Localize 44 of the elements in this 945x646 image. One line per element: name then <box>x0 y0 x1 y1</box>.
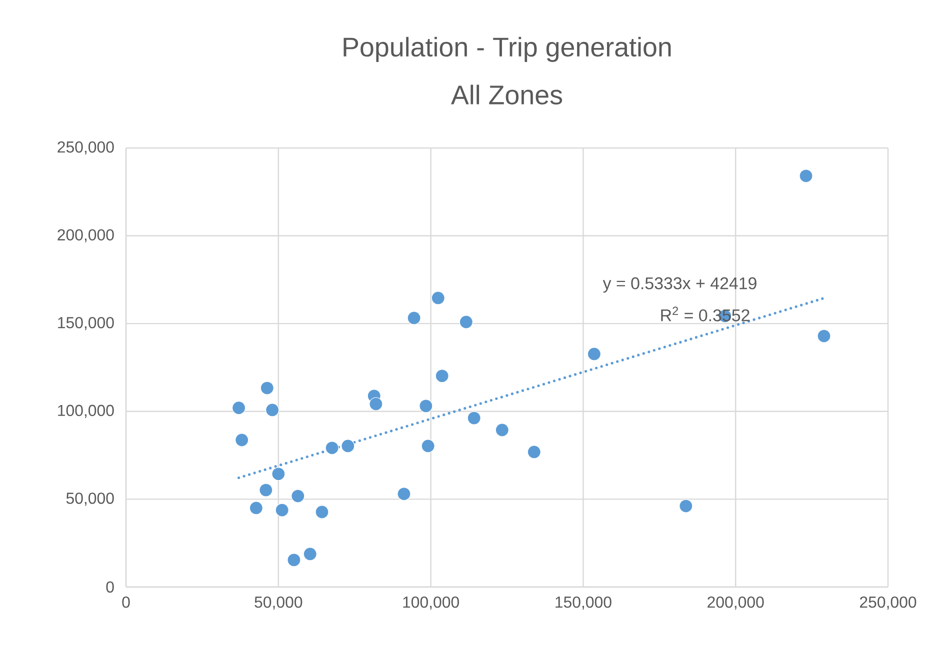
point <box>679 499 693 513</box>
point <box>431 291 445 305</box>
point <box>419 399 433 413</box>
point <box>459 315 473 329</box>
y-tick-label: 250,000 <box>58 141 114 155</box>
point <box>369 397 383 411</box>
x-tick-label: 150,000 <box>556 596 612 610</box>
point <box>232 401 246 415</box>
point <box>817 329 831 343</box>
point <box>303 547 317 561</box>
x-tick-label: 100,000 <box>403 596 459 610</box>
point <box>249 501 263 515</box>
point <box>275 503 289 517</box>
point <box>799 169 813 183</box>
y-tick-label: 200,000 <box>58 229 114 242</box>
y-tick-label: 0 <box>106 581 114 593</box>
y-tick-label: 150,000 <box>58 317 114 330</box>
y-tick-label: 100,000 <box>58 404 114 418</box>
point <box>435 369 449 383</box>
x-tick-label: 50,000 <box>254 596 302 610</box>
chart-subtitle: All Zones <box>450 84 562 104</box>
point <box>421 439 435 453</box>
x-tick-label: 250,000 <box>860 596 916 610</box>
point <box>259 483 273 497</box>
point <box>495 423 509 437</box>
y-tick-label: 50,000 <box>66 492 114 506</box>
point <box>266 403 280 417</box>
point <box>341 439 355 453</box>
point <box>587 347 601 361</box>
point <box>527 445 541 459</box>
point <box>291 489 305 503</box>
chart-title: Population - Trip generation <box>344 36 671 62</box>
point <box>287 553 301 567</box>
point <box>235 433 249 447</box>
point <box>407 311 421 325</box>
point <box>260 381 274 395</box>
point <box>325 441 339 455</box>
point <box>272 467 286 481</box>
annotation: y = 0.5333x + 42419 <box>602 277 756 293</box>
point <box>315 505 329 519</box>
point <box>397 487 411 501</box>
x-tick-label: 200,000 <box>708 596 764 610</box>
x-tick-label: 0 <box>122 596 130 608</box>
point <box>467 411 481 425</box>
